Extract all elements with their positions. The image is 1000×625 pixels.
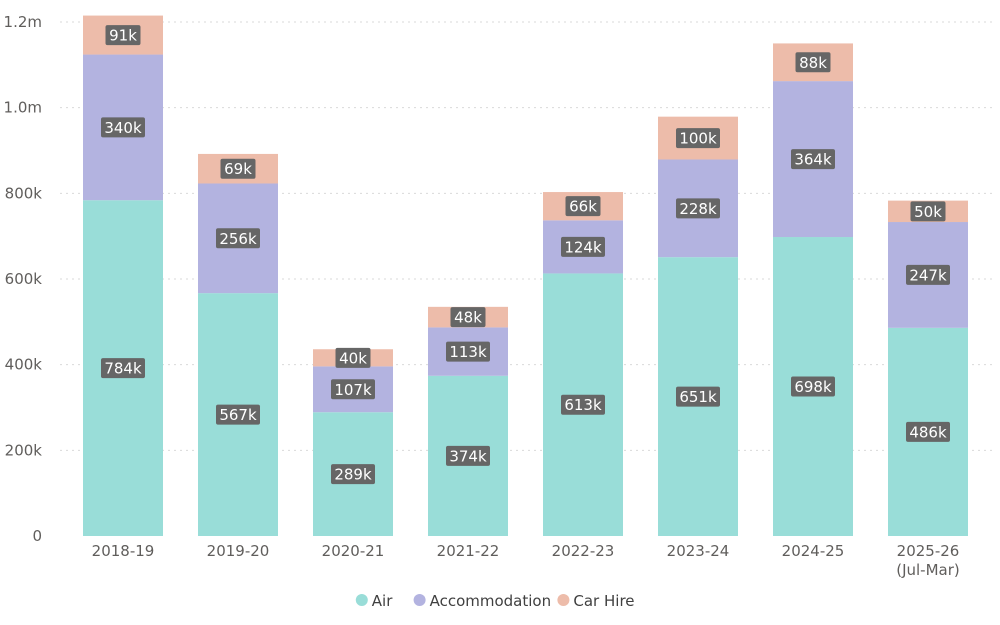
data-label-background (906, 264, 950, 285)
data-label-background (331, 464, 375, 485)
data-label: 50k (914, 203, 942, 221)
data-label: 364k (794, 151, 832, 169)
data-label-background (795, 52, 831, 73)
data-label: 651k (679, 388, 717, 406)
legend-label: Air (372, 592, 393, 610)
data-label: 228k (679, 200, 717, 218)
data-label-background (565, 196, 601, 217)
x-tick-label: 2022-23 (552, 542, 615, 560)
y-tick-label: 400k (5, 356, 43, 374)
data-label: 374k (449, 447, 487, 465)
data-label-background (105, 25, 141, 46)
y-tick-label: 800k (5, 184, 43, 202)
legend-label: Accommodation (430, 592, 552, 610)
bars (83, 15, 968, 537)
x-tick-label: 2023-24 (667, 542, 730, 560)
data-label-background (676, 128, 720, 149)
data-label: 48k (454, 309, 482, 327)
data-label: 91k (109, 27, 137, 45)
data-label-background (335, 347, 371, 368)
data-label-background (101, 117, 145, 138)
legend-marker (557, 594, 570, 606)
y-tick-label: 1.0m (4, 99, 42, 117)
data-label-background (791, 376, 835, 397)
data-label: 567k (219, 406, 257, 424)
x-tick-label: 2024-25 (782, 542, 845, 560)
x-tick-label: 2021-22 (437, 542, 500, 560)
data-label: 784k (104, 360, 142, 378)
data-label-background (791, 149, 835, 170)
data-label: 289k (334, 466, 372, 484)
legend-item-car-hire[interactable]: Car Hire (557, 592, 635, 610)
data-label-background (216, 404, 260, 425)
data-label-background (561, 394, 605, 415)
data-label: 40k (339, 349, 367, 367)
data-label-background (676, 198, 720, 219)
data-label: 613k (564, 396, 602, 414)
data-label: 247k (909, 266, 947, 284)
legend-marker (413, 594, 426, 606)
x-tick-label: 2019-20 (207, 542, 270, 560)
legend[interactable]: Air Accommodation Car Hire (355, 592, 635, 610)
data-label-background (906, 421, 950, 442)
data-label-background (676, 386, 720, 407)
legend-item-air[interactable]: Air (355, 592, 393, 610)
data-label-background (101, 358, 145, 379)
data-label: 698k (794, 378, 832, 396)
data-label: 107k (334, 381, 372, 399)
data-label: 256k (219, 230, 257, 248)
y-axis-ticks: 0 200k 400k 600k 800k 1.0m 1.2m (4, 13, 43, 545)
data-label-background (220, 158, 256, 179)
data-label-background (331, 379, 375, 400)
data-label-background (446, 341, 490, 362)
data-label: 100k (679, 130, 717, 148)
x-tick-label: 2020-21 (322, 542, 385, 560)
x-tick-label: 2018-19 (92, 542, 155, 560)
data-label-background (910, 201, 946, 222)
data-label: 66k (569, 198, 597, 216)
y-tick-label: 200k (5, 441, 43, 459)
data-label: 88k (799, 54, 827, 72)
data-label-background (450, 307, 486, 328)
data-label: 124k (564, 238, 602, 256)
data-label-background (216, 228, 260, 249)
data-labels: 784k 340k 91k 567k 256k 69k 289k 107k 40k 374k 113… (101, 25, 950, 485)
data-label: 69k (224, 160, 252, 178)
legend-label: Car Hire (573, 592, 634, 610)
legend-marker (355, 594, 368, 606)
x-axis-ticks: 2018-19 2019-20 2020-21 2021-22 2022-23 2023-… (92, 542, 960, 579)
legend-item-accommodation[interactable]: Accommodation (413, 592, 552, 610)
data-label-background (446, 445, 490, 466)
data-label: 340k (104, 119, 142, 137)
data-label: 486k (909, 423, 947, 441)
data-label-background (561, 236, 605, 257)
x-tick-label: 2025-26 (Jul-Mar) (896, 542, 960, 579)
data-label: 113k (449, 343, 487, 361)
y-tick-label: 0 (32, 527, 42, 545)
y-tick-label: 600k (5, 270, 43, 288)
y-tick-label: 1.2m (4, 13, 42, 31)
